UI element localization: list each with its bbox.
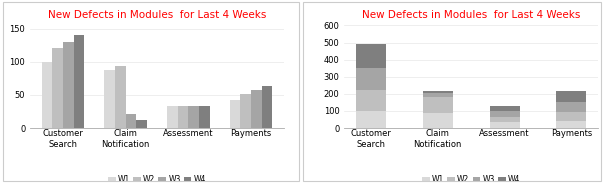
Bar — [104, 70, 115, 128]
Legend: W1, W2, W3, W4: W1, W2, W3, W4 — [105, 172, 209, 183]
Bar — [556, 112, 586, 121]
Bar — [423, 97, 453, 113]
Bar — [556, 92, 586, 102]
Bar — [137, 120, 147, 128]
Title: New Defects in Modules  for Last 4 Weeks: New Defects in Modules for Last 4 Weeks — [48, 10, 266, 20]
Bar — [356, 44, 386, 68]
Bar — [126, 113, 137, 128]
Bar — [423, 113, 453, 128]
Bar — [489, 122, 519, 128]
Bar — [188, 106, 199, 128]
Legend: W1, W2, W3, W4: W1, W2, W3, W4 — [419, 172, 523, 183]
Bar — [53, 48, 63, 128]
Bar — [556, 121, 586, 128]
Bar — [423, 91, 453, 93]
Bar — [115, 66, 126, 128]
Bar — [167, 106, 178, 128]
Bar — [489, 117, 519, 122]
Bar — [42, 62, 53, 128]
Bar — [356, 111, 386, 128]
Bar — [423, 93, 453, 97]
Title: New Defects in Modules  for Last 4 Weeks: New Defects in Modules for Last 4 Weeks — [362, 10, 580, 20]
Bar — [74, 35, 85, 128]
Bar — [230, 100, 240, 128]
Bar — [262, 86, 272, 128]
Bar — [556, 102, 586, 112]
Bar — [251, 90, 262, 128]
Bar — [63, 42, 74, 128]
Bar — [199, 106, 210, 128]
Bar — [356, 90, 386, 111]
Bar — [356, 68, 386, 90]
Bar — [178, 106, 188, 128]
Bar — [240, 94, 251, 128]
Bar — [489, 106, 519, 111]
Bar — [489, 111, 519, 117]
